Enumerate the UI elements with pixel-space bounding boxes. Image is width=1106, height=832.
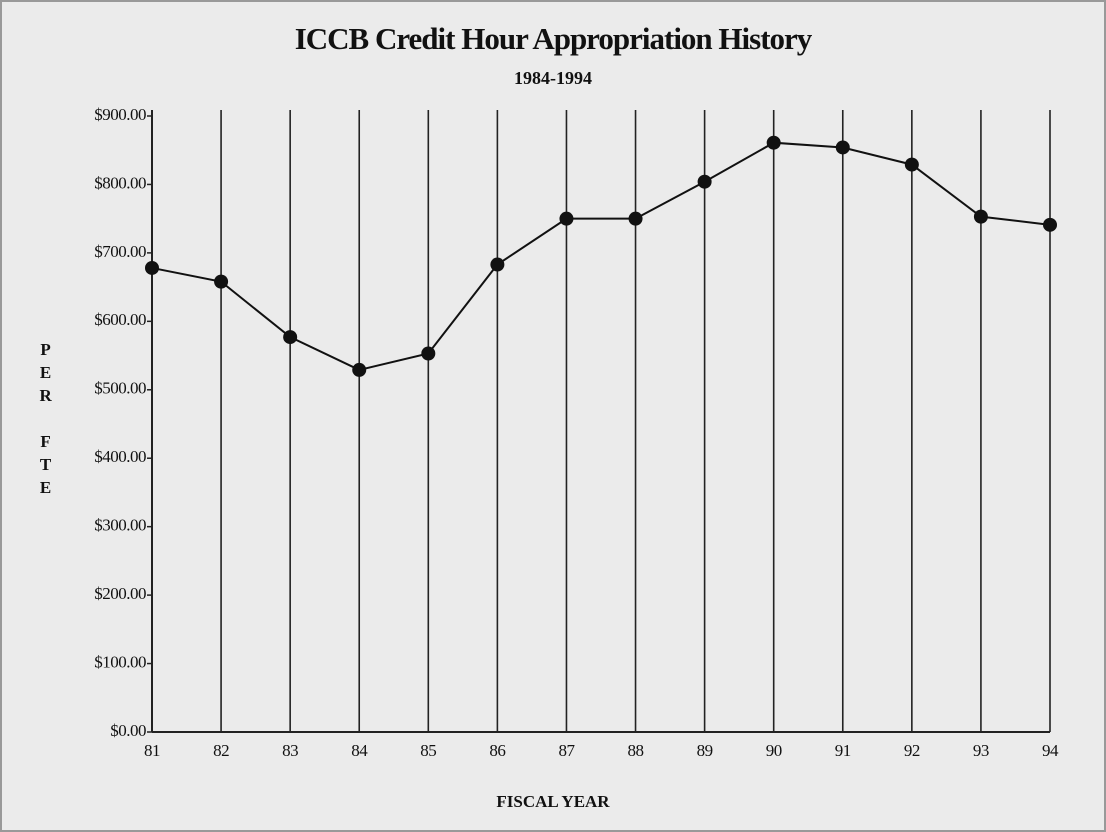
x-tick-label: 91	[835, 741, 851, 760]
x-tick-label: 87	[558, 741, 575, 760]
y-tick-label: $100.00	[94, 652, 146, 671]
chart-subtitle: 1984-1994	[514, 68, 592, 88]
y-tick-label: $400.00	[94, 447, 146, 466]
data-point	[214, 274, 229, 289]
data-line	[151, 141, 1051, 371]
data-point	[904, 157, 919, 172]
x-tick-label: 86	[489, 741, 505, 760]
data-point	[973, 209, 988, 224]
x-tick-label: 83	[282, 741, 298, 760]
chart-title: ICCB Credit Hour Appropriation History	[295, 21, 813, 56]
y-tick-label: $900.00	[94, 105, 146, 124]
y-tick-label: $200.00	[94, 584, 146, 603]
data-point	[352, 362, 367, 377]
x-tick-label: 92	[904, 741, 920, 760]
y-axis-label: PER FTE	[36, 340, 55, 501]
data-point	[283, 330, 298, 345]
y-tick-label: $500.00	[94, 379, 146, 398]
y-tick-label: $300.00	[94, 516, 146, 535]
data-point	[559, 211, 574, 226]
x-tick-label: 88	[628, 741, 644, 760]
data-point	[835, 140, 850, 155]
x-tick-label: 81	[144, 741, 160, 760]
x-axis-label: FISCAL YEAR	[496, 792, 610, 811]
data-point	[766, 135, 781, 150]
x-tick-label: 94	[1042, 741, 1059, 760]
data-point	[145, 260, 159, 275]
x-tick-label: 85	[420, 741, 436, 760]
data-point	[421, 346, 436, 361]
x-tick-label: 84	[351, 741, 368, 760]
y-tick-label: $600.00	[94, 310, 146, 329]
y-tick-label: $800.00	[94, 173, 146, 192]
data-point	[1043, 217, 1057, 232]
x-tick-label: 93	[973, 741, 989, 760]
y-tick-label: $0.00	[110, 721, 146, 740]
data-point	[628, 211, 643, 226]
y-tick-label: $700.00	[94, 242, 146, 261]
x-tick-label: 89	[697, 741, 713, 760]
data-point	[697, 174, 712, 189]
data-point	[490, 257, 505, 272]
x-tick-label: 90	[766, 741, 782, 760]
x-tick-label: 82	[213, 741, 229, 760]
